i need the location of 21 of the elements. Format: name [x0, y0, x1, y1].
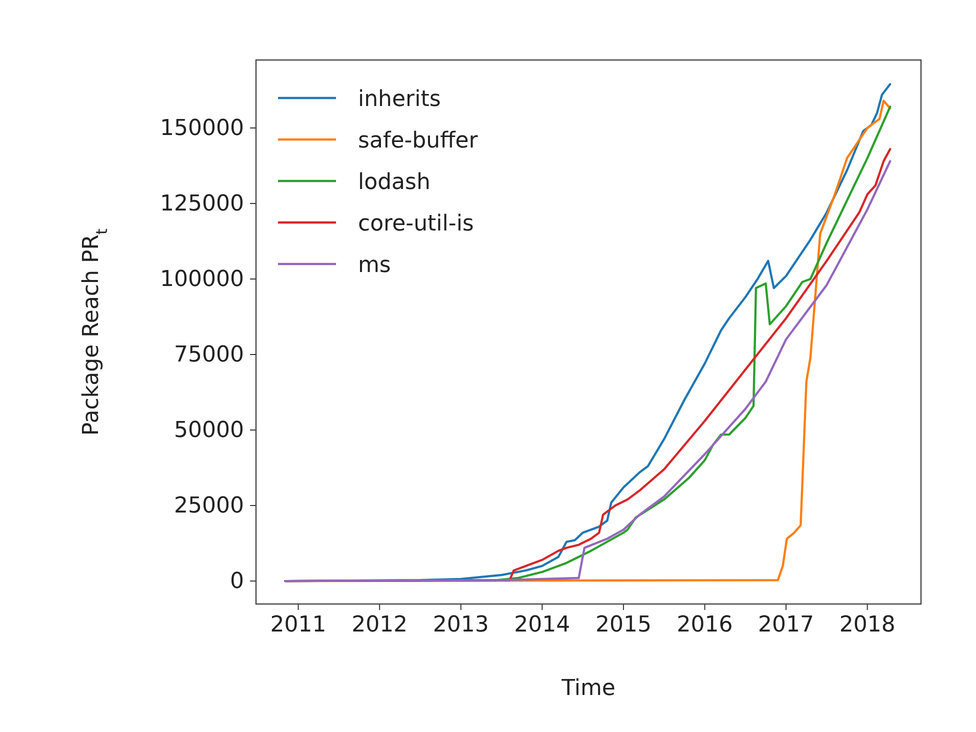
y-tick-label: 50000 [174, 418, 244, 444]
x-tick-label: 2012 [352, 612, 408, 638]
x-tick-label: 2013 [432, 612, 489, 638]
legend-label: inherits [358, 87, 441, 112]
x-tick-label: 2015 [595, 612, 652, 638]
x-tick-label: 2017 [758, 612, 814, 638]
x-axis-title: Time [560, 676, 616, 701]
x-tick-label: 2016 [676, 612, 733, 638]
legend-label: lodash [358, 170, 430, 195]
y-tick-label: 25000 [174, 494, 244, 519]
legend-label: safe-buffer [358, 128, 479, 154]
x-tick-label: 2011 [270, 612, 326, 638]
legend-label: core-util-is [358, 212, 474, 236]
y-tick-label: 0 [230, 569, 244, 594]
y-tick-label: 75000 [174, 342, 244, 368]
legend-label: ms [358, 253, 391, 278]
x-tick-label: 2018 [839, 612, 896, 638]
y-tick-label: 100000 [160, 267, 244, 292]
x-tick-label: 2014 [514, 612, 570, 638]
y-tick-label: 150000 [160, 116, 244, 141]
y-tick-label: 125000 [160, 192, 244, 217]
